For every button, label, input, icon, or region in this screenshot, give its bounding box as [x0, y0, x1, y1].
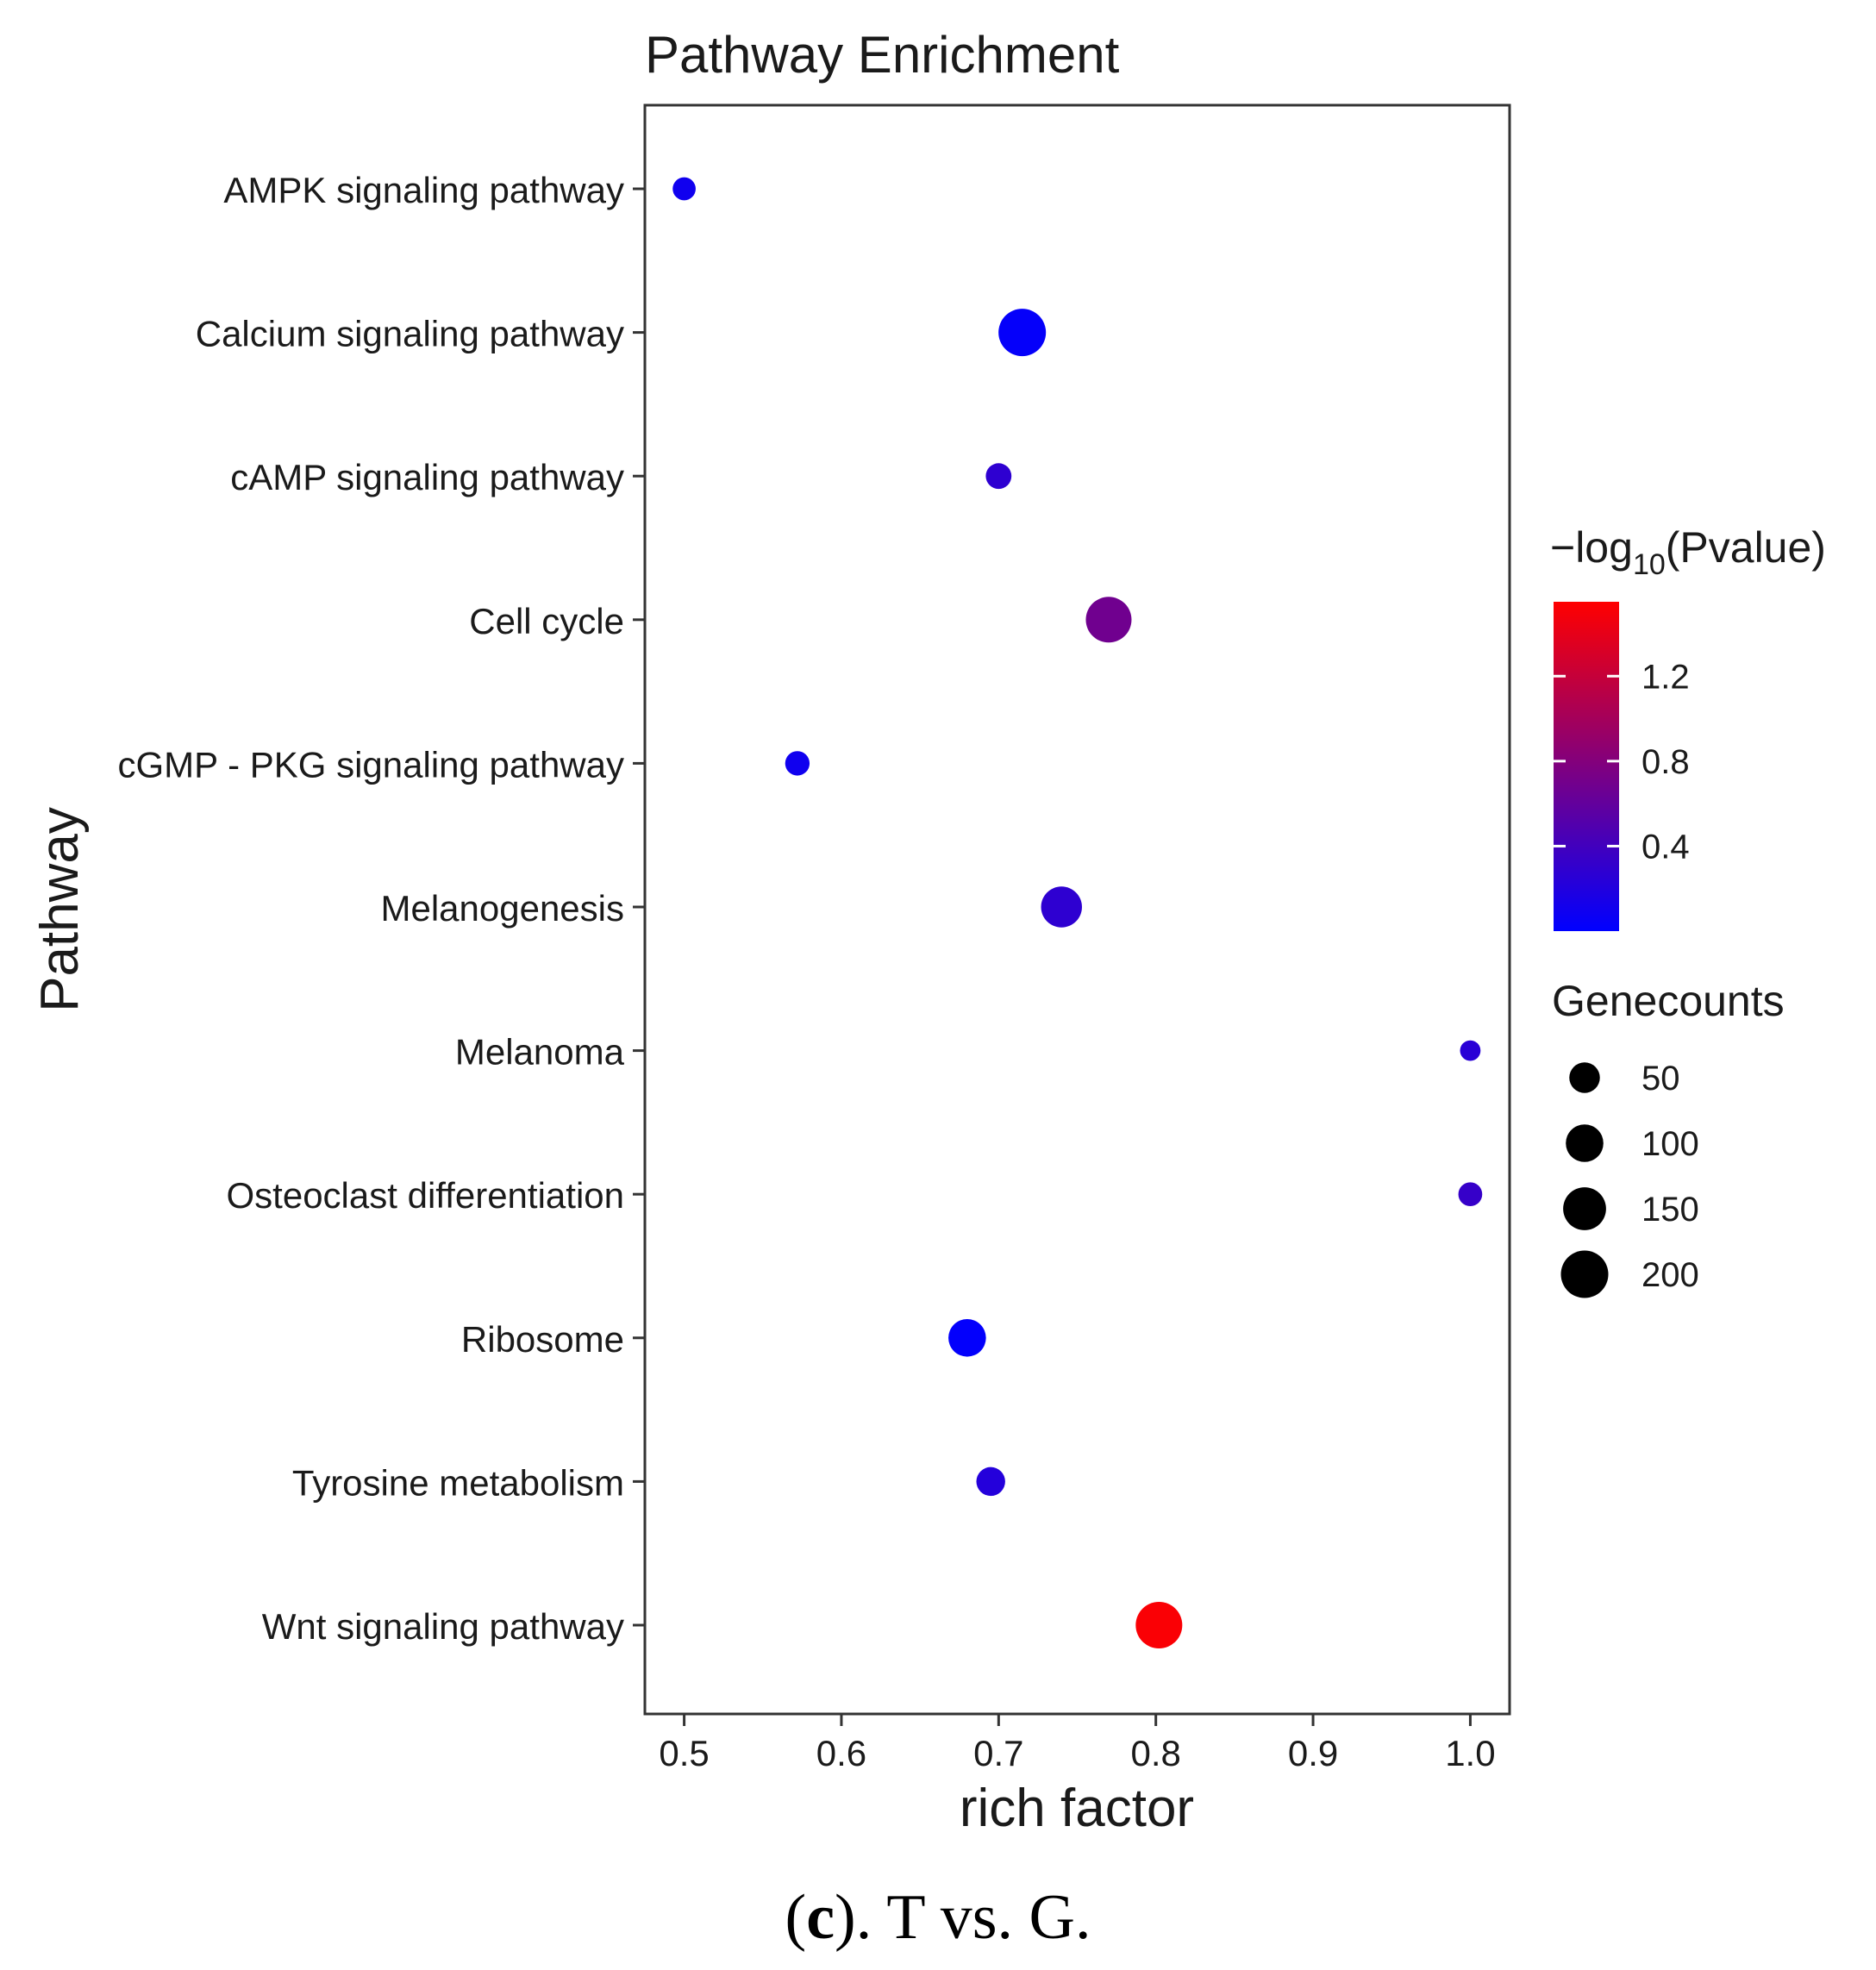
data-point: [785, 751, 810, 776]
data-point: [948, 1319, 986, 1357]
data-point: [1041, 886, 1082, 928]
size-legend-key: [1569, 1062, 1600, 1093]
y-tick-label: cGMP - PKG signaling pathway: [118, 744, 625, 785]
data-point: [1460, 1040, 1481, 1061]
size-legend-key: [1566, 1124, 1604, 1162]
data-point: [1458, 1182, 1483, 1207]
size-legend-label: 150: [1642, 1191, 1699, 1229]
y-tick-label: AMPK signaling pathway: [223, 170, 624, 210]
y-tick-label: Calcium signaling pathway: [196, 314, 624, 354]
colorbar-tick-label: 1.2: [1642, 658, 1690, 696]
data-point: [1135, 1601, 1183, 1649]
data-point: [985, 463, 1012, 490]
data-point: [976, 1467, 1005, 1497]
x-tick-label: 0.7: [973, 1733, 1023, 1773]
size-legend-key: [1560, 1250, 1609, 1298]
color-legend-title: −log10(Pvalue): [1550, 523, 1826, 581]
size-legend-label: 200: [1642, 1256, 1699, 1294]
size-legend-key: [1563, 1187, 1606, 1230]
colorbar-tick-label: 0.4: [1642, 828, 1690, 866]
data-point: [998, 309, 1047, 357]
size-legend-label: 50: [1642, 1060, 1680, 1098]
plot-panel: [643, 103, 1511, 1716]
y-tick-label: Cell cycle: [469, 601, 624, 641]
y-tick-label: Tyrosine metabolism: [292, 1462, 624, 1503]
size-legend-label: 100: [1642, 1125, 1699, 1163]
y-tick-label: cAMP signaling pathway: [230, 457, 624, 497]
size-legend-title: Genecounts: [1552, 977, 1785, 1025]
color-legend-bar: [1554, 602, 1619, 931]
y-tick-label: Ribosome: [461, 1319, 624, 1360]
x-tick-label: 1.0: [1445, 1733, 1495, 1773]
x-axis-title: rich factor: [960, 1779, 1194, 1838]
x-tick-label: 0.6: [816, 1733, 866, 1773]
y-tick-label: Wnt signaling pathway: [262, 1606, 624, 1647]
figure-caption: (c). T vs. G.: [785, 1882, 1091, 1953]
x-tick-label: 0.8: [1130, 1733, 1180, 1773]
data-point: [1085, 597, 1132, 643]
data-point: [672, 177, 696, 201]
y-axis-title: Pathway: [30, 807, 90, 1012]
y-tick-label: Melanoma: [455, 1032, 625, 1073]
y-tick-label: Osteoclast differentiation: [227, 1175, 625, 1216]
x-tick-label: 0.5: [659, 1733, 709, 1773]
colorbar-tick-label: 0.8: [1642, 743, 1690, 781]
x-tick-label: 0.9: [1288, 1733, 1338, 1773]
y-tick-label: Melanogenesis: [380, 888, 624, 929]
chart-title: Pathway Enrichment: [645, 26, 1120, 84]
